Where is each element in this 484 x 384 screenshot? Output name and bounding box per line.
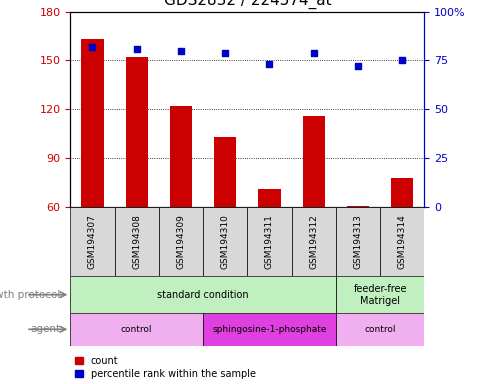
Bar xyxy=(158,207,203,276)
Bar xyxy=(247,207,291,276)
Bar xyxy=(391,178,412,207)
Bar xyxy=(335,313,424,346)
Text: agent: agent xyxy=(30,324,60,334)
Text: GSM194313: GSM194313 xyxy=(353,215,362,269)
Text: control: control xyxy=(363,325,395,334)
Bar xyxy=(70,313,203,346)
Bar xyxy=(81,39,103,207)
Bar xyxy=(258,189,280,207)
Point xyxy=(265,61,273,68)
Bar xyxy=(125,57,148,207)
Point xyxy=(353,63,361,70)
Text: GSM194309: GSM194309 xyxy=(176,215,185,269)
Text: GSM194310: GSM194310 xyxy=(220,215,229,269)
Text: growth protocol: growth protocol xyxy=(0,290,60,300)
Text: control: control xyxy=(121,325,152,334)
Title: GDS2832 / 224574_at: GDS2832 / 224574_at xyxy=(163,0,331,9)
Bar xyxy=(203,207,247,276)
Point xyxy=(133,46,140,52)
Bar xyxy=(379,207,424,276)
Bar xyxy=(335,207,379,276)
Point xyxy=(397,57,405,63)
Bar xyxy=(114,207,158,276)
Point xyxy=(221,50,228,56)
Bar xyxy=(214,137,236,207)
Text: GSM194314: GSM194314 xyxy=(397,215,406,269)
Bar xyxy=(291,207,335,276)
Point xyxy=(89,44,96,50)
Point xyxy=(309,50,317,56)
Bar xyxy=(70,207,114,276)
Bar xyxy=(70,276,335,313)
Text: standard condition: standard condition xyxy=(157,290,248,300)
Text: GSM194308: GSM194308 xyxy=(132,215,141,269)
Text: GSM194312: GSM194312 xyxy=(309,215,318,269)
Bar xyxy=(346,206,368,207)
Bar xyxy=(302,116,324,207)
Text: feeder-free
Matrigel: feeder-free Matrigel xyxy=(353,284,406,306)
Bar xyxy=(335,276,424,313)
Bar xyxy=(169,106,192,207)
Text: GSM194311: GSM194311 xyxy=(264,215,273,269)
Point xyxy=(177,48,184,54)
Legend: count, percentile rank within the sample: count, percentile rank within the sample xyxy=(75,356,255,379)
Text: GSM194307: GSM194307 xyxy=(88,215,97,269)
Bar xyxy=(203,313,335,346)
Text: sphingosine-1-phosphate: sphingosine-1-phosphate xyxy=(212,325,326,334)
